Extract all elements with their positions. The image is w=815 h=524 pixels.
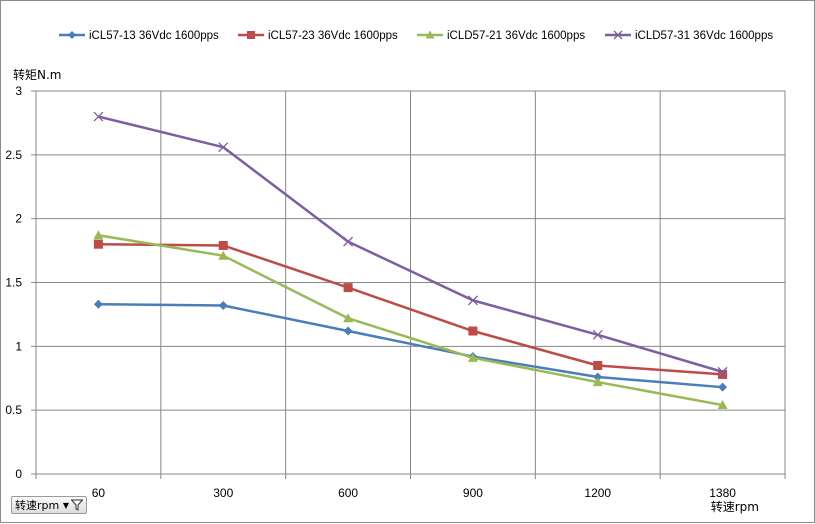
grid [36,90,786,474]
y-tick-label: 2 [15,212,22,226]
series-line [98,115,723,374]
x-tick-label: 600 [338,486,358,500]
legend-entry: iCLD57-21 36Vdc 1600pps [417,30,585,42]
series-1 [93,299,728,392]
series-2 [93,239,728,379]
legend-label: iCLD57-21 36Vdc 1600pps [447,30,585,42]
data-point-diamond [93,299,103,309]
data-point-triangle [592,377,603,387]
series-line [98,302,723,389]
filter-button-label: 转速rpm [15,499,60,512]
y-tick-label: 1.5 [5,276,22,290]
data-point-square [718,369,728,379]
y-tick-label: 0.5 [5,403,22,417]
legend-label: iCLD57-31 36Vdc 1600pps [635,30,773,42]
data-point-square [343,283,353,293]
legend-entry: iCL57-13 36Vdc 1600pps [59,30,219,42]
series-4 [93,111,728,377]
data-point-diamond [218,300,228,310]
data-point-square [593,360,603,370]
series-lines [93,111,728,410]
data-point-square [247,31,255,39]
data-point-x [343,236,354,247]
data-point-triangle [218,250,229,260]
y-tick-label: 2.5 [5,148,22,162]
data-point-x [613,30,623,40]
data-point-diamond [593,372,603,382]
legend-label: iCL57-23 36Vdc 1600pps [268,30,398,42]
y-axis-title: 转矩N.m [13,67,61,82]
data-point-x [592,329,603,340]
y-tick-label: 3 [15,84,22,98]
chevron-down-icon[interactable]: ▼ [62,500,69,510]
x-tick-label: 900 [463,486,483,500]
data-point-diamond [68,31,76,39]
y-tick-label: 0 [15,467,22,481]
legend-entry: iCL57-23 36Vdc 1600pps [238,30,398,42]
legend-label: iCL57-13 36Vdc 1600pps [89,30,219,42]
data-point-square [93,239,103,249]
data-point-diamond [343,326,353,336]
data-point-square [468,326,478,336]
series-line [98,234,723,407]
data-point-square [218,240,228,250]
data-point-x [467,295,478,306]
x-tick-label: 300 [213,486,233,500]
filter-icon[interactable] [71,499,83,511]
y-tick-label: 1 [15,339,22,353]
data-point-triangle [467,352,478,362]
data-point-x [93,111,104,122]
data-point-triangle [93,230,104,240]
series-line [98,242,723,376]
x-tick-label: 1380 [709,486,736,500]
data-point-triangle [717,400,728,410]
data-point-x [717,366,728,377]
data-point-triangle [425,30,435,39]
x-tick-label: 60 [92,486,106,500]
data-point-x [218,142,229,153]
data-point-diamond [718,382,728,392]
axis-field-filter-button[interactable]: 转速rpm ▼ [11,496,87,514]
legend-entry: iCLD57-31 36Vdc 1600pps [605,30,773,42]
legend: iCL57-13 36Vdc 1600pps iCL57-23 36Vdc 160… [59,30,773,42]
x-tick-label: 1200 [584,486,611,500]
axes: 0 0.5 1 1.5 2 2.5 3 60 300 600 900 1200 1380 [5,84,786,500]
x-axis-title: 转速rpm [711,499,759,514]
series-3 [93,230,728,410]
data-point-triangle [343,313,354,323]
